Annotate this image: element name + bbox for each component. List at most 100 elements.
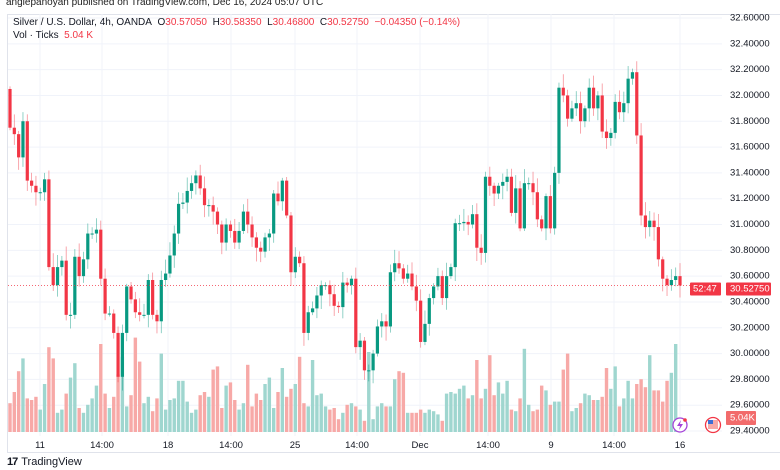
candle-body [172,233,176,256]
candle-body [328,285,332,295]
candle-body [509,176,514,213]
price-badge-price: 30.52750 [730,283,770,294]
us-flag-icon[interactable] [704,416,722,434]
volume-bar [552,401,557,432]
volume-bar [207,396,211,432]
volume-bar [185,401,189,432]
candle-body [540,219,544,229]
candle-body [453,223,457,268]
candle-body [462,221,466,224]
y-tick-label: 31.40000 [730,167,770,178]
candle-body [661,259,665,279]
candle-body [384,321,388,327]
price-badge: 30.52750 [726,282,771,296]
volume-bar [418,409,423,432]
volume-bar [561,369,565,432]
volume-bar [410,412,414,432]
volume-bar [189,412,194,432]
high-label: H [212,17,220,28]
volume-bar [518,398,522,432]
volume-bar [591,400,596,432]
volume-bar [289,388,293,432]
x-tick-label: 9 [548,440,553,451]
candle-body [648,220,652,228]
candle-body [501,181,505,186]
candle-body [665,278,669,286]
x-tick-label: 16 [675,440,686,451]
volume-bar [574,408,578,432]
y-tick-label: 30.60000 [730,271,770,282]
candle-body [574,103,578,109]
volume-bar [8,403,12,432]
candle-body [285,180,289,216]
volume-bar [146,396,151,432]
candle-body [94,229,99,234]
volume-bar [284,396,289,432]
candle-body [220,224,224,243]
close-value: 30.52750 [327,17,369,28]
candle-body [349,278,354,286]
candle-body [354,278,358,348]
volume-bar [405,412,410,432]
y-tick-label: 30.80000 [730,245,770,256]
volume-bar [215,366,220,432]
low-label: L [267,17,273,28]
candle-body [514,188,518,213]
tradingview-logo-text: TradingView [21,456,82,468]
volume-bar [527,404,531,432]
volume-bar [354,406,358,432]
volume-bar [345,404,349,432]
candle-body [81,259,86,277]
candle-body [518,188,522,229]
volume-bar [90,398,94,432]
candle-body [306,312,310,333]
candle-body [21,121,25,158]
candle-body [228,224,233,231]
volume-bar [224,385,228,432]
volume-bar [393,379,397,432]
candle-body [414,286,418,301]
candle-body [553,172,557,229]
symbol-legend: Silver / U.S. Dollar, 4h, OANDA O30.5705… [13,16,460,42]
volume-bar [237,409,241,432]
candle-body [112,313,116,333]
volume-bar [656,390,661,432]
candle-body [125,286,129,333]
volume-bar [142,403,146,432]
volume-bar [16,371,21,432]
volume-badge: 5.04K [726,411,756,425]
volume-bar [297,356,302,432]
candle-body [591,87,596,109]
volume-bar [163,409,168,432]
candle-body [68,314,73,316]
volume-bar [254,393,259,432]
volume-bar [194,409,198,432]
volume-bar [509,409,514,432]
volume-bar [198,395,202,432]
volume-bar [388,406,393,432]
y-tick-label: 30.20000 [730,322,770,333]
candle-body [17,134,21,158]
volume-bar [652,390,656,432]
candle-body [272,193,276,234]
candle-body [215,211,220,225]
candle-body [427,298,431,324]
volume-bar [639,379,643,432]
candle-body [587,87,591,109]
candle-body [622,103,626,113]
tradingview-logo-icon: 17 [7,456,18,468]
volume-bar [462,385,466,432]
lightning-icon[interactable] [672,417,688,433]
volume-bar [328,409,332,432]
candle-body [488,176,492,186]
candle-body [133,299,137,313]
y-tick-label: 32.20000 [730,64,770,75]
candle-body [596,95,600,109]
volume-bar [137,361,142,432]
volume-bar [259,400,263,432]
volume-bar [557,401,561,432]
volume-bar [51,358,55,432]
volume-bar [60,409,64,432]
tradingview-logo[interactable]: 17 TradingView [7,456,82,468]
